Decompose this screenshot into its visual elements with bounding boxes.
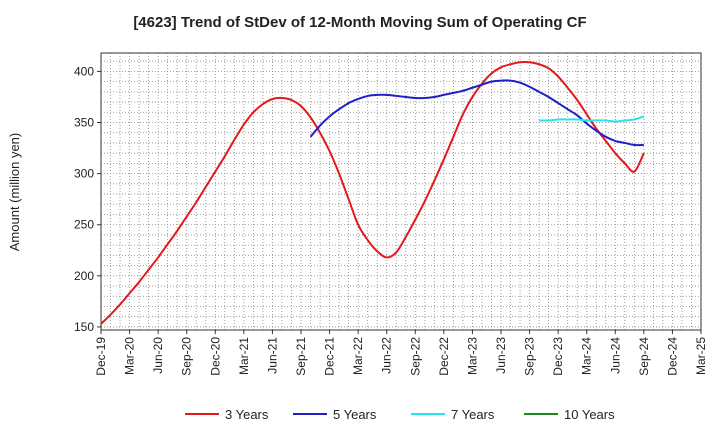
x-tick-label: Mar-24	[580, 337, 594, 375]
x-tick-label: Sep-23	[523, 337, 537, 376]
x-axis-ticks: Dec-19 Mar-20 Jun-20 Sep-20 Dec-20 Mar-21 Jun-…	[94, 330, 708, 376]
x-tick-label: Dec-23	[551, 337, 565, 376]
x-tick-label: Jun-23	[494, 337, 508, 374]
y-tick-label: 150	[74, 320, 94, 334]
x-tick-label: Dec-19	[94, 337, 108, 376]
chart-title: [4623] Trend of StDev of 12-Month Moving…	[133, 14, 586, 31]
x-tick-label: Dec-20	[208, 337, 222, 376]
series-line-1	[100, 60, 645, 325]
plot-frame	[100, 52, 702, 331]
legend-label-2: 5 Years	[333, 407, 377, 422]
x-tick-label: Sep-21	[294, 337, 308, 376]
y-axis-ticks: 150 200 250 300 350 400	[74, 64, 101, 334]
y-tick-label: 300	[74, 167, 94, 181]
x-tick-label: Sep-22	[408, 337, 422, 376]
y-tick-label: 250	[74, 218, 94, 232]
x-tick-label: Dec-24	[665, 337, 679, 376]
legend-label-4: 10 Years	[564, 407, 615, 422]
x-tick-label: Jun-22	[380, 337, 394, 374]
series-lines	[100, 60, 645, 325]
y-tick-label: 200	[74, 269, 94, 283]
x-tick-label: Jun-24	[608, 337, 622, 374]
y-tick-label: 350	[74, 116, 94, 130]
y-tick-label: 400	[74, 64, 94, 78]
x-tick-label: Jun-20	[151, 337, 165, 374]
x-tick-label: Mar-23	[465, 337, 479, 375]
grid	[101, 53, 701, 330]
x-tick-label: Mar-21	[237, 337, 251, 375]
legend: 3 Years 5 Years 7 Years 10 Years	[185, 407, 615, 422]
legend-label-3: 7 Years	[451, 407, 495, 422]
x-tick-label: Dec-21	[323, 337, 337, 376]
x-tick-label: Sep-20	[180, 337, 194, 376]
legend-label-1: 3 Years	[225, 407, 269, 422]
y-axis-label: Amount (million yen)	[7, 133, 22, 252]
x-tick-label: Sep-24	[637, 337, 651, 376]
x-tick-label: Mar-20	[123, 337, 137, 375]
x-tick-label: Dec-22	[437, 337, 451, 376]
x-tick-label: Mar-22	[351, 337, 365, 375]
series-line-3	[539, 115, 645, 123]
series-line-2	[309, 79, 644, 147]
x-tick-label: Jun-21	[265, 337, 279, 374]
x-tick-label: Mar-25	[694, 337, 708, 375]
